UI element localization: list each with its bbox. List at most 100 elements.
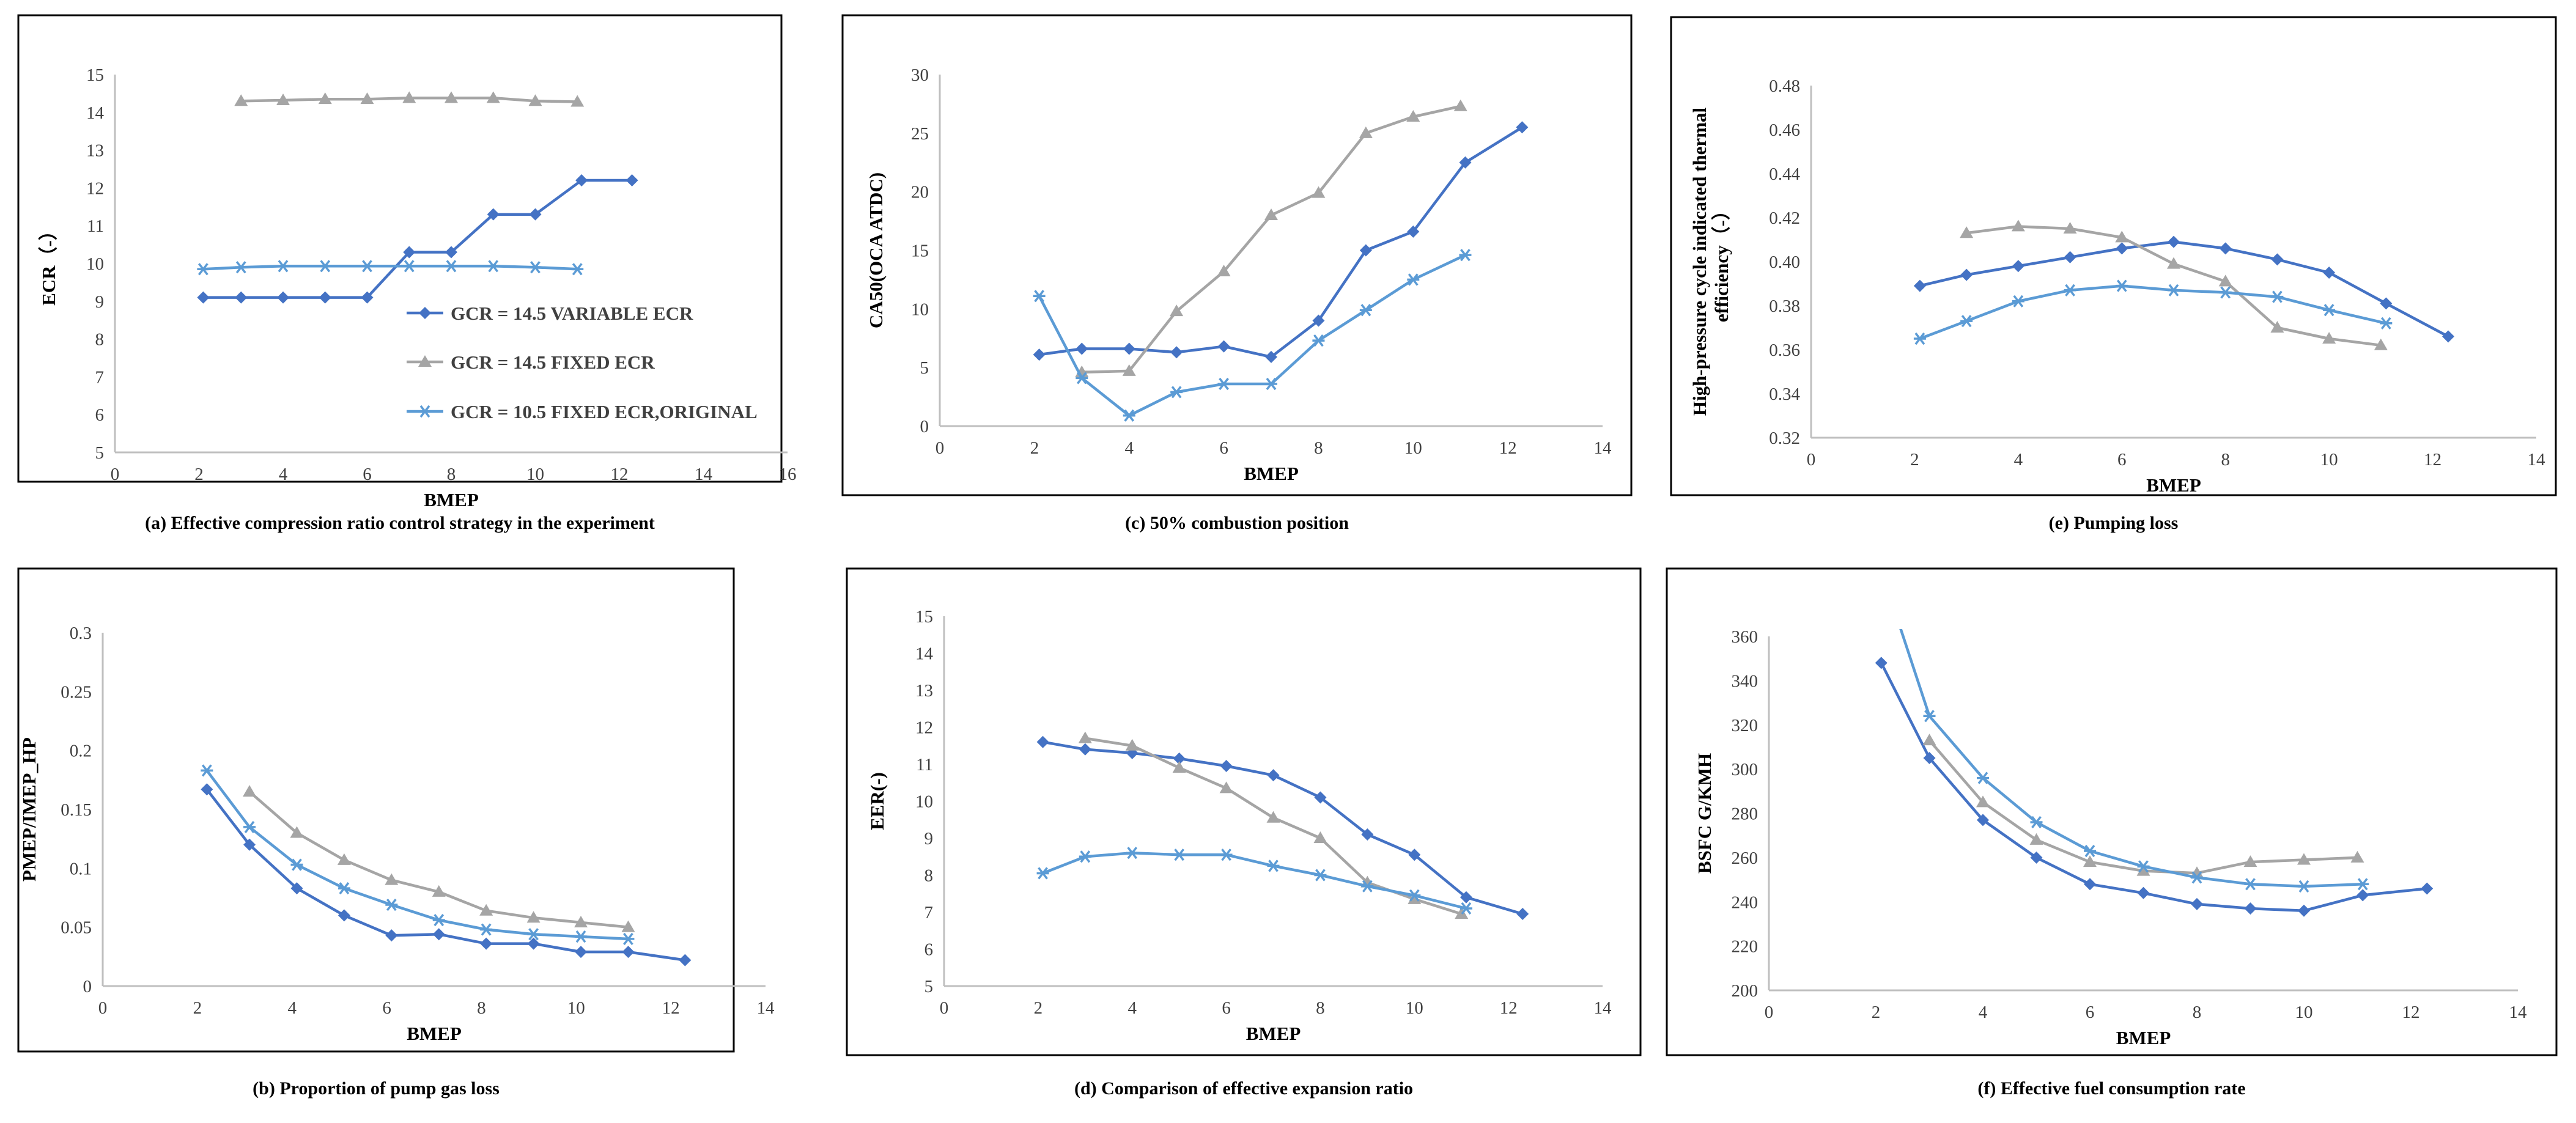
data-point [2116, 242, 2128, 255]
data-point [2298, 880, 2310, 893]
data-point [337, 853, 351, 865]
y-tick-label: 0.48 [1769, 76, 1800, 96]
x-tick-label: 2 [1030, 438, 1039, 458]
series-3 [1033, 249, 1472, 422]
data-point [403, 260, 416, 273]
y-tick-label: 15 [86, 65, 104, 85]
data-point [1170, 304, 1184, 317]
data-point [1460, 902, 1472, 915]
data-point [1079, 743, 1091, 756]
data-point [1361, 828, 1374, 841]
data-point [277, 260, 289, 273]
y-tick-label: 300 [1732, 760, 1759, 779]
y-tick-label: 260 [1732, 849, 1759, 868]
x-tick-label: 10 [2295, 1003, 2313, 1022]
chart-c: 0 2 4 6 8 10 12 14 0 5 10 15 20 25 30 BMEP CA50(OCA ATDC… [841, 14, 1633, 533]
data-point [1923, 752, 1936, 765]
series-2 [1960, 219, 2388, 350]
data-point [2219, 286, 2232, 299]
x-tick-label: 8 [2221, 450, 2230, 469]
data-point [445, 246, 457, 259]
data-point [2030, 816, 2043, 829]
y-tick-label: 0.46 [1769, 120, 1800, 140]
data-point [1407, 225, 1420, 238]
y-tick-label: 340 [1732, 671, 1759, 691]
y-tick-label: 5 [95, 443, 105, 463]
y-tick-label: 0 [920, 417, 929, 436]
data-point [626, 174, 638, 187]
data-point [1033, 348, 1046, 361]
data-point [1459, 249, 1472, 262]
data-point [1406, 110, 1420, 122]
data-point [529, 261, 542, 274]
data-point [2168, 284, 2180, 296]
x-tick-label: 0 [111, 465, 120, 484]
y-tick-label: 0.3 [70, 624, 92, 643]
chart-caption: (e) Pumping loss [2049, 513, 2179, 533]
y-tick-label: 0.15 [61, 800, 92, 820]
y-axis-title-line2: efficiency（-） [1711, 201, 1732, 322]
y-axis-title: ECR（-） [38, 221, 59, 306]
data-point [338, 882, 350, 895]
x-tick-label: 0 [936, 438, 945, 458]
data-point [432, 914, 445, 927]
data-point [197, 291, 210, 304]
y-tick-label: 7 [924, 903, 934, 922]
series-1 [1875, 657, 2434, 917]
data-point [2323, 304, 2336, 317]
data-point [2441, 330, 2454, 343]
x-tick-label: 2 [193, 998, 202, 1018]
data-point [2350, 850, 2364, 863]
data-point [1078, 731, 1092, 743]
y-tick-label: 0.38 [1769, 296, 1800, 316]
data-point [360, 92, 374, 105]
series-3 [1899, 629, 2369, 893]
x-tick-label: 0 [1807, 450, 1816, 469]
x-tick-label: 10 [526, 465, 544, 484]
y-tick-label: 12 [86, 179, 104, 198]
data-point [243, 820, 256, 833]
y-tick-label: 0.2 [70, 742, 92, 761]
data-point [622, 946, 635, 959]
data-point [385, 873, 399, 885]
x-tick-label: 6 [2117, 450, 2127, 469]
y-tick-label: 11 [87, 216, 104, 236]
series-1 [201, 783, 692, 967]
legend-label: GCR = 10.5 FIXED ECR,ORIGINAL [451, 401, 758, 422]
y-tick-label: 9 [95, 292, 105, 312]
data-point [201, 783, 213, 796]
data-point [432, 928, 445, 941]
y-tick-label: 0.34 [1769, 385, 1800, 404]
data-point [1170, 346, 1183, 359]
data-point [319, 291, 331, 304]
data-point [2270, 321, 2284, 333]
data-point [385, 898, 398, 911]
data-point [1960, 226, 1974, 238]
x-tick-label: 8 [1316, 998, 1325, 1018]
data-point [526, 911, 541, 923]
y-tick-label: 15 [915, 607, 933, 627]
series-2 [1922, 734, 2364, 878]
x-tick-label: 16 [779, 465, 797, 484]
y-tick-label: 0.40 [1769, 252, 1800, 272]
data-point [1313, 831, 1327, 843]
data-point [1312, 186, 1326, 198]
x-tick-label: 12 [2424, 450, 2441, 469]
data-point [2012, 260, 2024, 273]
data-point [2271, 253, 2284, 266]
x-tick-label: 4 [2014, 450, 2023, 469]
x-tick-label: 14 [757, 998, 775, 1018]
x-tick-label: 4 [287, 998, 297, 1018]
data-point [575, 174, 588, 187]
x-tick-label: 14 [695, 465, 713, 484]
data-point [2191, 897, 2203, 910]
data-point [529, 208, 542, 221]
data-point [2380, 317, 2393, 330]
data-point [1036, 735, 1049, 748]
data-point [487, 260, 500, 273]
data-point [402, 91, 416, 103]
data-point [2244, 902, 2257, 915]
data-point [1123, 409, 1135, 422]
series-2 [234, 91, 585, 107]
data-point [1267, 860, 1280, 872]
